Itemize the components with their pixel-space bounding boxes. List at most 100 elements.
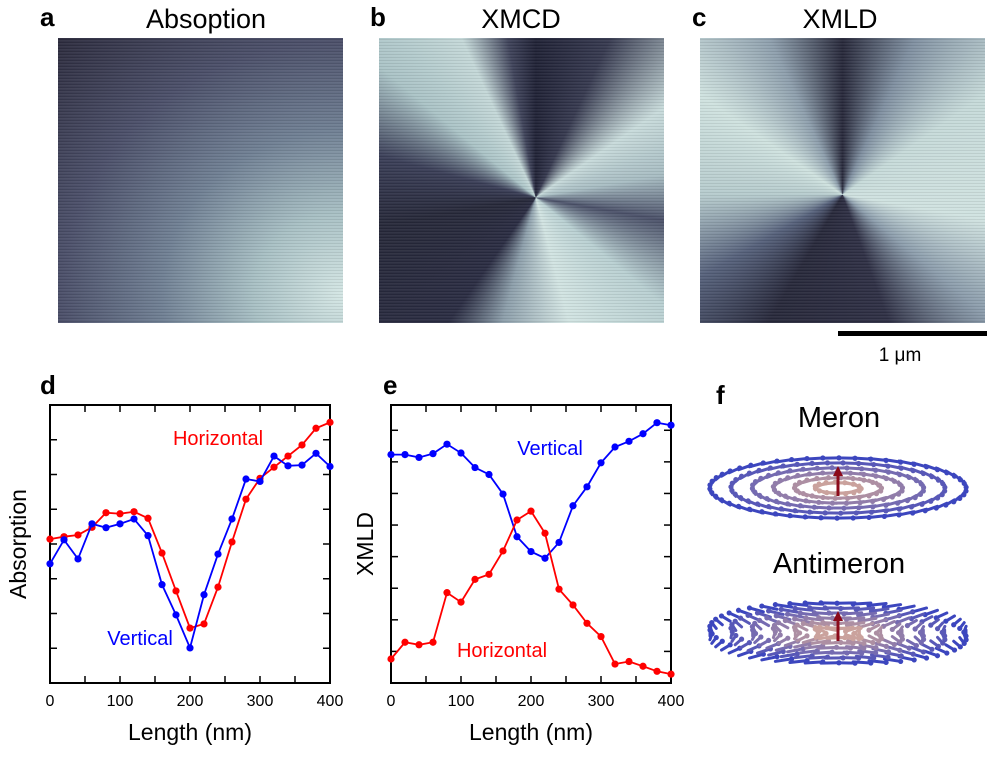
spin-arrow-head	[856, 636, 862, 642]
spin-arrow	[846, 639, 866, 645]
spin-arrow-head	[802, 600, 808, 606]
spin-arrow-head	[803, 615, 809, 621]
data-point-horizontal	[541, 529, 549, 537]
spin-arrow-head	[785, 635, 791, 641]
x-tick-label: 300	[247, 693, 274, 710]
data-point-vertical	[555, 538, 563, 547]
data-point-horizontal	[298, 441, 306, 449]
spin-arrow-head	[850, 640, 856, 646]
data-point-vertical	[270, 452, 278, 460]
spin-arrow-head	[756, 617, 763, 624]
spin-arrow-head	[838, 639, 844, 646]
data-point-vertical	[527, 547, 535, 556]
spin-arrow-head	[898, 653, 904, 659]
spin-arrow-head	[804, 633, 810, 639]
data-point-vertical	[611, 443, 619, 451]
spin-arrow-head	[713, 634, 719, 641]
spin-arrow-head	[709, 620, 715, 626]
data-point-horizontal	[46, 535, 54, 543]
data-point-vertical	[256, 477, 264, 486]
spin-arrow-head	[871, 655, 877, 661]
spin-arrow-head	[873, 650, 879, 656]
spin-arrow	[858, 616, 878, 623]
spin-arrow	[786, 612, 805, 619]
panel-title-a: Absoption	[145, 4, 267, 34]
spin-arrow-head	[718, 613, 725, 619]
spin-arrow-head	[824, 625, 830, 631]
spin-arrow-head	[935, 643, 942, 649]
spin-arrow-head	[797, 610, 803, 616]
spin-arrow	[846, 621, 866, 627]
spin-arrow-head	[777, 632, 783, 638]
y-axis-label: Absorption	[5, 489, 31, 599]
spin-arrow-head	[942, 484, 948, 490]
chart-e: 0 100 200 300 400 Length (nm) XMLD Vertical Hori…	[352, 404, 684, 745]
spin-arrow-head	[816, 624, 823, 630]
spin-arrow-head	[812, 625, 819, 631]
spin-arrow	[773, 657, 794, 663]
data-point-vertical	[88, 520, 96, 528]
spin-arrow-head	[858, 486, 864, 492]
spin-arrow-head	[866, 602, 872, 608]
data-point-vertical	[144, 532, 152, 540]
spin-arrow-head	[852, 660, 858, 666]
data-point-vertical	[158, 581, 166, 589]
spin-arrow-head	[951, 622, 957, 628]
spin-arrow-head	[885, 654, 891, 660]
spin-arrow-head	[789, 656, 795, 662]
data-point-vertical	[116, 520, 124, 528]
spin-arrow-head	[928, 622, 934, 628]
spin-arrow-head	[957, 625, 963, 632]
data-point-horizontal	[401, 638, 409, 646]
x-tick-label: 200	[518, 693, 545, 710]
data-point-horizontal	[667, 670, 675, 678]
spin-arrow-head	[787, 600, 793, 607]
spin-arrow-head	[920, 649, 927, 655]
spin-arrow-head	[878, 485, 885, 491]
spin-arrow	[882, 603, 903, 609]
spin-arrow	[871, 612, 890, 619]
data-point-vertical	[228, 515, 236, 523]
data-point-horizontal	[583, 619, 591, 627]
data-point-vertical	[214, 550, 222, 558]
data-point-horizontal	[228, 538, 236, 546]
data-point-horizontal	[611, 660, 619, 668]
data-point-horizontal	[158, 549, 166, 557]
spin-arrow-head	[951, 647, 958, 653]
spin-arrow-head	[807, 605, 813, 611]
series-label-vertical: Vertical	[517, 438, 583, 460]
spin-arrow-head	[759, 603, 765, 609]
data-point-vertical	[653, 419, 661, 427]
data-point-horizontal	[457, 598, 465, 606]
spin-arrow-head	[738, 636, 745, 642]
data-point-horizontal	[130, 508, 138, 516]
data-point-vertical	[667, 421, 675, 429]
series-label-horizontal: Horizontal	[173, 428, 263, 450]
spin-arrow-head	[752, 620, 758, 626]
spin-arrow-head	[746, 605, 753, 611]
spin-arrow-head	[904, 622, 911, 629]
series-label-horizontal: Horizontal	[457, 640, 547, 662]
spin-arrow-head	[873, 645, 879, 651]
data-point-vertical	[639, 430, 647, 438]
spin-arrow-head	[838, 605, 844, 612]
xmld-image	[700, 38, 985, 323]
spin-arrow-head	[818, 600, 824, 606]
spin-arrow-head	[713, 616, 719, 622]
spin-arrow	[779, 652, 799, 659]
spin-arrow-head	[792, 605, 798, 611]
spin-arrow-head	[895, 630, 902, 636]
spin-arrow-head	[961, 629, 967, 635]
x-tick-label: 100	[448, 693, 475, 710]
scale-bar-label: 1 μm	[878, 345, 922, 366]
spin-arrow-head	[820, 659, 826, 665]
spin-arrow-head	[944, 650, 950, 656]
x-tick-label: 0	[387, 693, 396, 710]
x-tick-label: 0	[46, 693, 55, 710]
data-point-horizontal	[597, 632, 605, 641]
data-point-vertical	[541, 554, 549, 562]
data-point-vertical	[443, 440, 451, 448]
chart-d: 0 100 200 300 400 Length (nm) Absorption Horizo…	[5, 404, 343, 745]
panel-title-c: XMLD	[802, 4, 878, 34]
